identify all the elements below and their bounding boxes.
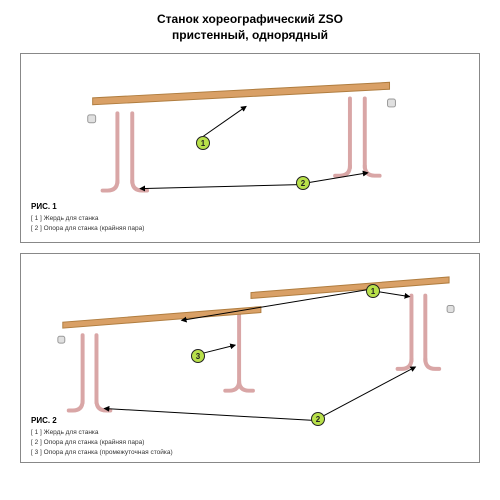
title-line-1: Станок хореографический ZSO — [157, 12, 343, 26]
figure-2-legend: [ 1 ] Жердь для станка [ 2 ] Опора для с… — [31, 428, 173, 457]
legend-item: [ 1 ] Жердь для станка — [31, 214, 144, 224]
figure-2-label: РИС. 2 — [31, 416, 57, 425]
figure-1-box: 1 2 РИС. 1 [ 1 ] Жердь для станка [ 2 ] … — [20, 53, 480, 243]
legend-item: [ 2 ] Опора для станка (крайняя пара) — [31, 438, 173, 448]
title-line-2: пристенный, однорядный — [172, 28, 328, 42]
figure-1-legend: [ 1 ] Жердь для станка [ 2 ] Опора для с… — [31, 214, 144, 234]
page-title: Станок хореографический ZSO пристенный, … — [20, 12, 480, 43]
figure-2-box: 1 3 2 РИС. 2 [ 1 ] Жердь для станка [ 2 … — [20, 253, 480, 463]
figure-1-label: РИС. 1 — [31, 202, 57, 211]
legend-item: [ 2 ] Опора для станка (крайняя пара) — [31, 224, 144, 234]
legend-item: [ 3 ] Опора для станка (промежуточная ст… — [31, 448, 173, 458]
legend-item: [ 1 ] Жердь для станка — [31, 428, 173, 438]
